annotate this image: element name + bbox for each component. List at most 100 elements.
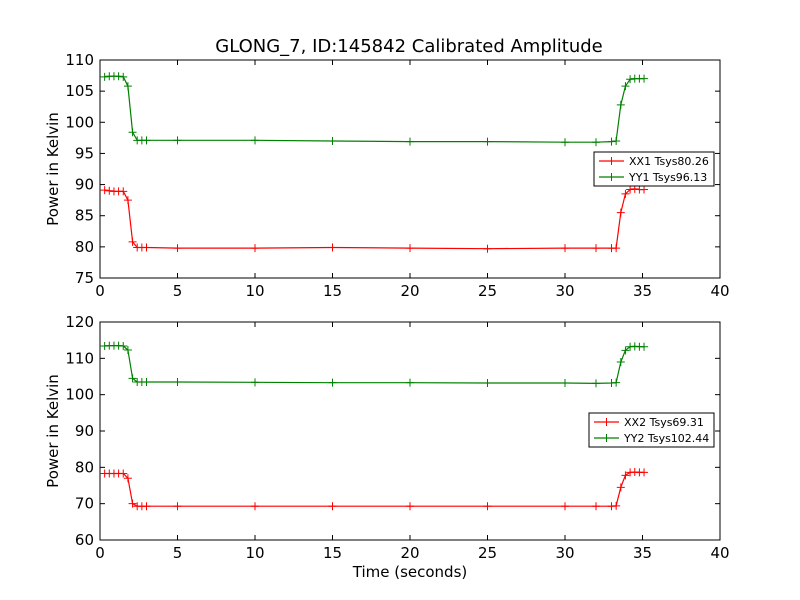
- bottom-series-2-point: [173, 377, 182, 386]
- top-series-2-point: [328, 136, 337, 145]
- top-series-1-point: [626, 185, 635, 194]
- top-series-2-point: [483, 137, 492, 146]
- top-legend-marker-1: [607, 157, 616, 165]
- bottom-series-2-point: [561, 379, 569, 388]
- bottom-x-tick-label: 0: [95, 544, 105, 562]
- bottom-series-2-point: [128, 374, 137, 383]
- top-x-tick-label: 20: [400, 282, 419, 300]
- bottom-x-tick-label: 25: [478, 544, 497, 562]
- top-series-2-point: [251, 136, 259, 145]
- top-series-1-line: [104, 188, 645, 250]
- bottom-series-1-point: [142, 502, 151, 511]
- top-series-2-line: [104, 75, 645, 143]
- top-series-2-point: [173, 136, 182, 145]
- top-series-2-point: [626, 75, 635, 84]
- bottom-series-1-point: [173, 502, 182, 511]
- bottom-y-tick-label: 90: [75, 422, 94, 440]
- bottom-series-1-point: [328, 502, 337, 511]
- top-y-tick-label: 85: [75, 207, 94, 225]
- top-legend-box: [593, 151, 715, 187]
- top-series-2-point: [123, 82, 132, 91]
- bottom-series-2-point: [123, 345, 132, 354]
- top-x-tick-label: 10: [245, 282, 264, 300]
- top-series-1-point: [128, 237, 137, 246]
- top-series-2-point: [128, 128, 137, 137]
- bottom-x-tick-label: 30: [555, 544, 574, 562]
- bottom-y-tick-label: 100: [65, 386, 94, 404]
- bottom-series-1-point: [616, 483, 625, 492]
- bottom-x-tick-label: 40: [710, 544, 729, 562]
- bottom-axis-ticks: 0 5 10 15 20 25 30 35 40 60 70 80 90 100 110 120: [65, 313, 729, 562]
- top-series-1-point: [592, 244, 600, 253]
- top-panel: 0 5 10 15 20 25 30 35 40 75 80 85 90 95 100 105 110 Powe…: [44, 51, 730, 300]
- bottom-x-tick-label: 35: [633, 544, 652, 562]
- top-axis-ticks: 0 5 10 15 20 25 30 35 40 75 80 85 90 95 100 105 110: [65, 51, 729, 300]
- top-legend: XX1 Tsys80.26 YY1 Tsys96.13: [593, 151, 715, 187]
- top-series-1-point: [616, 208, 625, 217]
- top-series-2-point: [119, 72, 128, 81]
- bottom-x-tick-label: 5: [173, 544, 183, 562]
- bottom-series-2-point: [612, 378, 621, 387]
- top-x-tick-label: 15: [323, 282, 342, 300]
- top-plot-marks: [100, 72, 649, 253]
- bottom-series-2-point: [328, 378, 337, 387]
- top-series-1-point: [173, 244, 182, 253]
- bottom-series-2-point: [119, 341, 128, 350]
- bottom-series-1-point: [128, 499, 137, 508]
- top-y-tick-label: 110: [65, 51, 94, 69]
- bottom-series-1-line: [104, 471, 645, 507]
- bottom-series-1-point: [123, 474, 132, 483]
- top-series-2-point: [142, 136, 151, 145]
- top-series-2-point: [621, 82, 630, 91]
- bottom-series-2-line: [104, 345, 645, 385]
- bottom-x-tick-label: 10: [245, 544, 264, 562]
- top-series-1-point: [105, 186, 114, 195]
- top-series-1-point: [561, 244, 569, 253]
- top-series-2-point: [406, 137, 414, 146]
- top-series-2-point: [607, 137, 616, 146]
- bottom-series-2-point: [406, 378, 414, 387]
- bottom-legend-marker-2: [602, 434, 611, 442]
- top-x-tick-label: 0: [95, 282, 105, 300]
- bottom-y-tick-label: 110: [65, 349, 94, 367]
- bottom-series-1-point: [621, 471, 630, 480]
- bottom-series-2-point: [592, 379, 600, 388]
- top-y-tick-label: 95: [75, 144, 94, 162]
- top-series-1-point: [328, 243, 337, 252]
- bottom-series-2-point: [142, 377, 151, 386]
- bottom-series-1-point: [612, 501, 621, 510]
- top-legend-marker-2: [607, 173, 616, 181]
- bottom-series-1-point: [406, 502, 414, 511]
- bottom-legend-marker-1: [602, 418, 611, 426]
- bottom-y-tick-label: 80: [75, 458, 94, 476]
- bottom-y-tick-label: 70: [75, 495, 94, 513]
- bottom-y-axis-label: Power in Kelvin: [44, 374, 62, 488]
- top-series-1-point: [100, 186, 109, 195]
- top-series-1-point: [483, 244, 492, 253]
- top-series-2-point: [640, 74, 649, 83]
- bottom-panel: 0 5 10 15 20 25 30 35 40 60 70 80 90 100 110 120 Power …: [44, 313, 730, 581]
- top-x-tick-label: 40: [710, 282, 729, 300]
- bottom-y-tick-label: 60: [75, 531, 94, 549]
- top-x-tick-label: 5: [173, 282, 183, 300]
- bottom-series-1-point: [561, 502, 569, 511]
- top-series-1-point: [123, 196, 132, 205]
- top-series-1-point: [621, 189, 630, 198]
- bottom-series-2-point: [483, 379, 492, 388]
- top-series-1-point: [251, 244, 259, 253]
- top-legend-label-1: XX1 Tsys80.26: [629, 155, 709, 168]
- bottom-x-tick-label: 15: [323, 544, 342, 562]
- top-series-2-point: [612, 136, 621, 145]
- bottom-series-1-point: [592, 502, 600, 511]
- bottom-x-tick-label: 20: [400, 544, 419, 562]
- bottom-series-1-point: [251, 502, 259, 511]
- top-series-2-point: [616, 100, 625, 109]
- top-x-tick-label: 35: [633, 282, 652, 300]
- bottom-legend: XX2 Tsys69.31 YY2 Tsys102.44: [588, 412, 715, 448]
- bottom-legend-box: [588, 412, 715, 448]
- top-y-tick-label: 80: [75, 238, 94, 256]
- top-y-tick-label: 75: [75, 269, 94, 287]
- top-y-tick-label: 105: [65, 82, 94, 100]
- top-y-tick-label: 100: [65, 113, 94, 131]
- top-series-2-point: [561, 138, 569, 147]
